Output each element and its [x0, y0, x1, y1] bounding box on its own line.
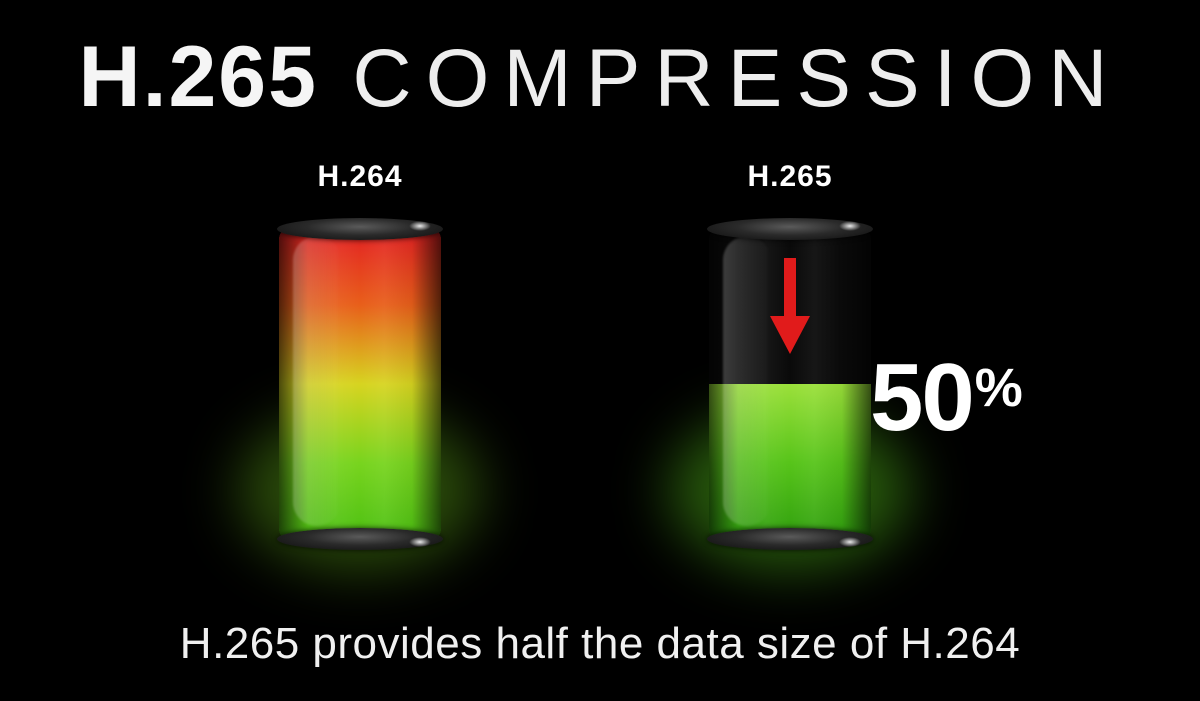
title-light: COMPRESSION: [352, 32, 1121, 126]
battery-fill: [279, 226, 441, 542]
title-bold: H.265: [78, 28, 318, 127]
battery-cap-top: [707, 218, 873, 240]
caption: H.265 provides half the data size of H.2…: [0, 619, 1200, 669]
battery-cap-bottom: [707, 528, 873, 550]
battery-body: [279, 226, 441, 542]
percent-value: 50: [870, 344, 973, 451]
battery-cap-bottom: [277, 528, 443, 550]
percent-callout: 50%: [870, 350, 1023, 446]
battery-label-h265: H.265: [640, 160, 940, 194]
battery-col-h264: H.264: [210, 160, 510, 550]
battery-h264: [279, 218, 441, 550]
percent-symbol: %: [975, 358, 1023, 418]
battery-cap-top: [277, 218, 443, 240]
title-row: H.265 COMPRESSION: [0, 28, 1200, 127]
battery-fill: [709, 384, 871, 542]
down-arrow-icon: [770, 258, 810, 359]
battery-label-h264: H.264: [210, 160, 510, 194]
battery-h265: [709, 218, 871, 550]
